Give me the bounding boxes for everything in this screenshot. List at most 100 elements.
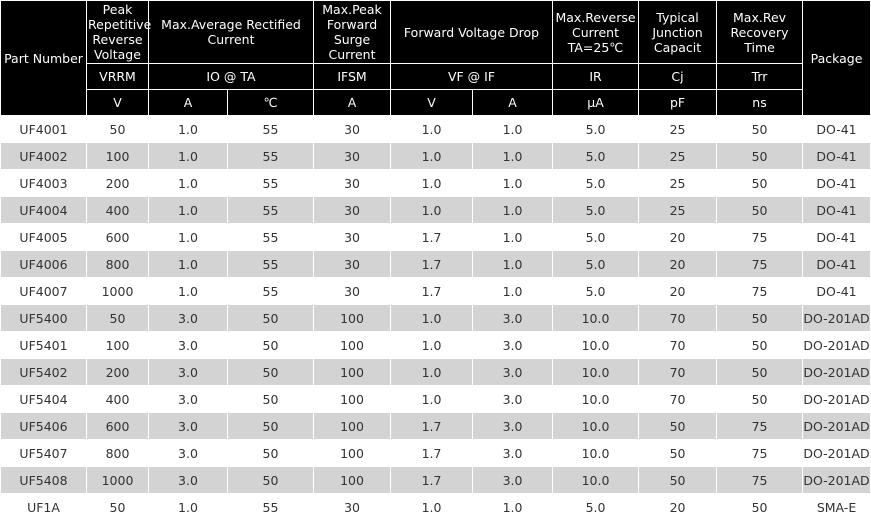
ifsm-cell: 30	[313, 142, 392, 170]
part-number-cell: UF4007	[0, 277, 87, 305]
ifsm-cell: 100	[313, 385, 392, 413]
ifsm-cell: 100	[313, 439, 392, 467]
cj-cell: 70	[638, 358, 718, 386]
vf-cell: 1.7	[390, 277, 474, 305]
io-cell: 1.0	[148, 277, 228, 305]
table-row: UF5402 200 3.0 50 100 1.0 3.0 10.0 70 50 DO-201AD	[0, 358, 871, 386]
package-cell: DO-201AD	[802, 412, 871, 440]
table-row: UF5400 50 3.0 50 100 1.0 3.0 10.0 70 50 DO-201AD	[0, 304, 871, 332]
ifsm-cell: 30	[313, 493, 392, 521]
if-cell: 1.0	[472, 169, 554, 197]
vrrm-cell: 200	[86, 358, 149, 386]
if-cell: 1.0	[472, 115, 554, 143]
table-row: UF5401 100 3.0 50 100 1.0 3.0 10.0 70 50 DO-201AD	[0, 331, 871, 359]
if-cell: 3.0	[472, 358, 554, 386]
vrrm-cell: 100	[86, 142, 149, 170]
vf-cell: 1.0	[390, 331, 474, 359]
package-cell: DO-201AD	[802, 304, 871, 332]
ta-cell: 50	[226, 385, 315, 413]
ir-cell: 5.0	[552, 223, 640, 251]
ir-header: Max.Reverse Current TA=25℃	[552, 0, 640, 64]
part-number-cell: UF4005	[0, 223, 87, 251]
vrrm-cell: 400	[86, 196, 149, 224]
part-number-cell: UF5401	[0, 331, 87, 359]
vf-cell: 1.0	[390, 169, 474, 197]
ta-cell: 50	[226, 439, 315, 467]
cj-cell: 20	[638, 250, 718, 278]
package-cell: DO-41	[802, 169, 871, 197]
vrrm-cell: 600	[86, 412, 149, 440]
vf-cell: 1.0	[390, 142, 474, 170]
if-cell: 3.0	[472, 466, 554, 494]
part-number-cell: UF5402	[0, 358, 87, 386]
ir-cell: 5.0	[552, 493, 640, 521]
vf-cell: 1.7	[390, 439, 474, 467]
package-cell: DO-41	[802, 142, 871, 170]
ifsm-unit: A	[313, 89, 392, 116]
ifsm-cell: 30	[313, 250, 392, 278]
trr-cell: 50	[716, 493, 804, 521]
ta-cell: 55	[226, 250, 315, 278]
vrrm-symbol: VRRM	[86, 63, 149, 90]
vrrm-cell: 50	[86, 304, 149, 332]
cj-cell: 50	[638, 412, 718, 440]
ta-cell: 55	[226, 223, 315, 251]
ir-cell: 5.0	[552, 169, 640, 197]
vf-cell: 1.7	[390, 412, 474, 440]
cj-cell: 20	[638, 493, 718, 521]
vf-header: Forward Voltage Drop	[390, 0, 554, 64]
ir-cell: 10.0	[552, 358, 640, 386]
io-cell: 3.0	[148, 439, 228, 467]
if-cell: 1.0	[472, 223, 554, 251]
ta-cell: 55	[226, 169, 315, 197]
cj-cell: 50	[638, 439, 718, 467]
vf-cell: 1.0	[390, 358, 474, 386]
vrrm-cell: 50	[86, 115, 149, 143]
cj-cell: 25	[638, 142, 718, 170]
table-row: UF5407 800 3.0 50 100 1.7 3.0 10.0 50 75 DO-201AD	[0, 439, 871, 467]
trr-unit: ns	[716, 89, 804, 116]
ta-unit: ℃	[226, 89, 315, 116]
cj-symbol: Cj	[638, 63, 718, 90]
vf-cell: 1.7	[390, 223, 474, 251]
if-cell: 3.0	[472, 412, 554, 440]
cj-cell: 70	[638, 385, 718, 413]
ta-cell: 50	[226, 304, 315, 332]
trr-header: Max.Rev Recovery Time	[716, 0, 804, 64]
ta-cell: 55	[226, 142, 315, 170]
trr-cell: 75	[716, 250, 804, 278]
ifsm-cell: 30	[313, 277, 392, 305]
io-unit: A	[148, 89, 228, 116]
ir-cell: 10.0	[552, 412, 640, 440]
vf-cell: 1.0	[390, 304, 474, 332]
vrrm-cell: 50	[86, 493, 149, 521]
vf-unit: V	[390, 89, 474, 116]
if-cell: 1.0	[472, 250, 554, 278]
ir-unit: μA	[552, 89, 640, 116]
cj-cell: 20	[638, 277, 718, 305]
table-row: UF5408 1000 3.0 50 100 1.7 3.0 10.0 50 75 DO-201AD	[0, 466, 871, 494]
cj-cell: 20	[638, 223, 718, 251]
table-row: UF4006 800 1.0 55 30 1.7 1.0 5.0 20 75 DO-41	[0, 250, 871, 278]
table-row: UF1A 50 1.0 55 30 1.0 1.0 5.0 20 50 SMA-E	[0, 493, 871, 521]
if-cell: 1.0	[472, 142, 554, 170]
trr-cell: 50	[716, 169, 804, 197]
part-number-cell: UF4006	[0, 250, 87, 278]
part-number-cell: UF5400	[0, 304, 87, 332]
table-row: UF5406 600 3.0 50 100 1.7 3.0 10.0 50 75 DO-201AD	[0, 412, 871, 440]
table-row: UF4002 100 1.0 55 30 1.0 1.0 5.0 25 50 DO-41	[0, 142, 871, 170]
ifsm-cell: 30	[313, 196, 392, 224]
part-number-cell: UF4002	[0, 142, 87, 170]
cj-cell: 25	[638, 196, 718, 224]
package-cell: DO-41	[802, 277, 871, 305]
io-cell: 1.0	[148, 142, 228, 170]
table-header: Part Number Peak Repetitive Reverse Volt…	[0, 0, 871, 116]
ifsm-cell: 30	[313, 169, 392, 197]
ta-cell: 55	[226, 493, 315, 521]
io-header: Max.Average Rectified Current	[147, 0, 315, 64]
part-number-cell: UF5406	[0, 412, 87, 440]
io-cell: 3.0	[148, 412, 228, 440]
ir-cell: 10.0	[552, 439, 640, 467]
ta-cell: 55	[226, 277, 315, 305]
vf-symbol: VF @ IF	[390, 63, 554, 90]
